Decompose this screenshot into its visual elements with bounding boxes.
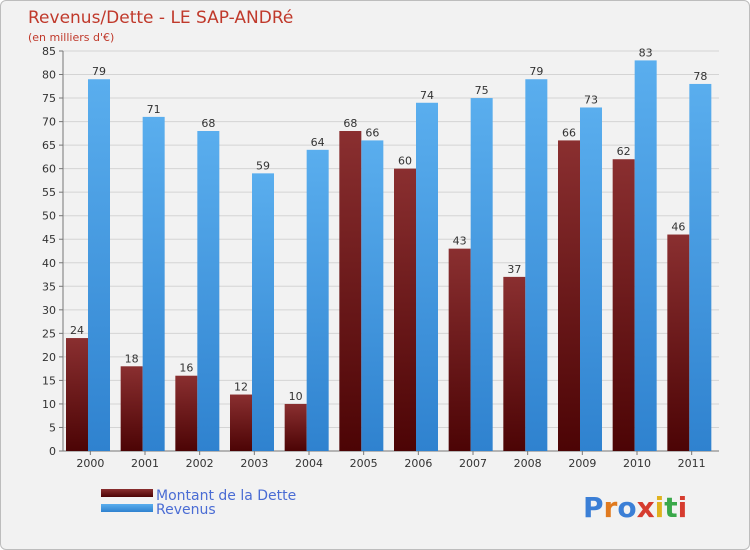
bar-revenus (416, 102, 438, 451)
bar-dette (175, 375, 198, 451)
bar-dette (66, 338, 88, 451)
value-label-revenus: 68 (201, 117, 215, 130)
value-label-revenus: 66 (365, 126, 379, 139)
bar-revenus (525, 79, 548, 451)
y-tick-label: 0 (49, 445, 56, 458)
y-tick-label: 75 (42, 92, 56, 105)
y-tick-label: 85 (42, 45, 56, 58)
y-tick-label: 25 (42, 327, 56, 340)
value-label-dette: 60 (398, 155, 412, 168)
bar-revenus (580, 107, 602, 452)
bar-revenus (470, 98, 493, 451)
legend-label-debt: Montant de la Dette (156, 488, 296, 504)
bar-dette (503, 276, 526, 451)
legend-swatch-revenus (101, 504, 153, 512)
y-tick-label: 50 (42, 210, 56, 223)
value-label-dette: 24 (70, 324, 84, 337)
y-tick-label: 20 (42, 351, 56, 364)
bars (66, 60, 712, 452)
x-tick-label: 2003 (240, 457, 268, 470)
x-tick-label: 2004 (295, 457, 323, 470)
y-tick-label: 45 (42, 233, 56, 246)
bar-revenus (306, 149, 329, 451)
proxiti-logo-text: Proxiti (583, 491, 687, 524)
x-tick-label: 2002 (186, 457, 214, 470)
bar-dette (230, 394, 252, 451)
chart-title: Revenus/Dette - LE SAP-ANDRé (28, 8, 293, 28)
value-label-revenus: 64 (311, 136, 325, 149)
value-label-dette: 43 (453, 235, 467, 248)
value-label-revenus: 83 (639, 46, 653, 59)
bar-revenus (634, 60, 657, 451)
bar-revenus (197, 131, 220, 451)
x-tick-label: 2008 (514, 457, 542, 470)
chart-subtitle: (en milliers d'€) (28, 31, 114, 44)
value-label-dette: 12 (234, 381, 248, 394)
bar-dette (558, 140, 580, 452)
bar-revenus (361, 140, 384, 452)
value-label-revenus: 74 (420, 89, 434, 102)
value-label-revenus: 79 (92, 65, 106, 78)
bar-dette (612, 159, 635, 451)
x-tick-label: 2005 (350, 457, 378, 470)
y-tick-label: 15 (42, 374, 56, 387)
value-label-dette: 66 (562, 126, 576, 139)
bar-revenus (142, 116, 165, 451)
value-label-dette: 37 (507, 263, 521, 276)
value-label-dette: 68 (343, 117, 357, 130)
bar-revenus (252, 173, 274, 451)
bar-revenus (88, 79, 110, 451)
value-label-revenus: 59 (256, 159, 270, 172)
bar-dette (284, 403, 307, 451)
data-labels: 24 79 18 71 16 68 12 59 10 64 68 66 60 74 43 75 37 79 66 73… (70, 46, 707, 403)
x-tick-label: 2009 (568, 457, 596, 470)
y-axis-ticks: 0 5 10 15 20 25 30 35 40 45 50 55 60 65 70 75 80 85 (42, 45, 719, 458)
value-label-revenus: 78 (693, 70, 707, 83)
y-tick-label: 65 (42, 139, 56, 152)
y-tick-label: 55 (42, 186, 56, 199)
proxiti-logo: Proxiti (583, 491, 687, 524)
value-label-dette: 10 (289, 390, 303, 403)
y-tick-label: 80 (42, 69, 56, 82)
value-label-dette: 18 (125, 352, 139, 365)
bar-dette (667, 234, 690, 451)
value-label-dette: 46 (671, 221, 685, 234)
grid-lines (63, 50, 719, 452)
x-tick-label: 2001 (131, 457, 159, 470)
value-label-dette: 16 (179, 362, 193, 375)
value-label-dette: 62 (617, 145, 631, 158)
x-tick-label: 2006 (404, 457, 432, 470)
x-tick-label: 2010 (623, 457, 651, 470)
y-tick-label: 40 (42, 257, 56, 270)
y-tick-label: 35 (42, 280, 56, 293)
x-tick-label: 2011 (678, 457, 706, 470)
value-label-revenus: 75 (475, 84, 489, 97)
bar-dette (394, 168, 416, 451)
x-tick-label: 2007 (459, 457, 487, 470)
y-tick-label: 5 (49, 421, 56, 434)
value-label-revenus: 79 (529, 65, 543, 78)
legend-swatch-debt (101, 489, 153, 497)
bar-dette (120, 366, 143, 451)
value-label-revenus: 71 (147, 103, 161, 116)
x-axis-ticks: 2000 2001 2002 2003 2004 2005 2006 2007 2008 2009… (76, 451, 706, 470)
y-tick-label: 30 (42, 304, 56, 317)
legend: Montant de la Dette Revenus (101, 488, 296, 518)
y-tick-label: 10 (42, 398, 56, 411)
bar-revenus (689, 83, 712, 452)
x-tick-label: 2000 (76, 457, 104, 470)
bar-dette (448, 248, 471, 451)
bar-dette (339, 131, 362, 451)
y-tick-label: 70 (42, 116, 56, 129)
value-label-revenus: 73 (584, 93, 598, 106)
y-tick-label: 60 (42, 163, 56, 176)
legend-label-revenus: Revenus (156, 502, 216, 518)
